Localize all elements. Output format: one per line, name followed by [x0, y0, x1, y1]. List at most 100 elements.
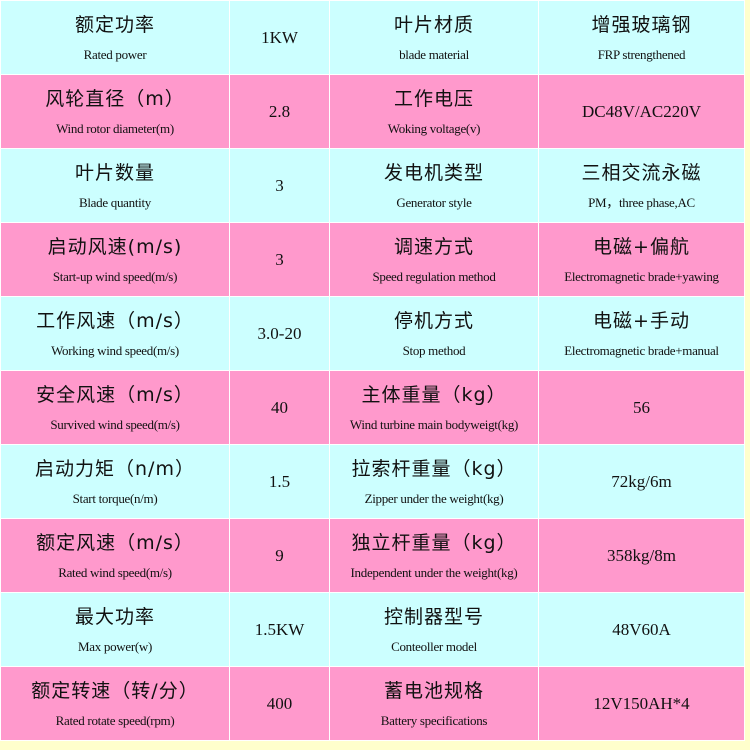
param-value-en: PM，three phase,AC	[588, 194, 695, 210]
param-name-zh: 安全风速（m/s）	[36, 383, 194, 406]
param-name-zh: 最大功率	[74, 605, 155, 628]
param-name-en: Rated power	[83, 46, 147, 62]
param-value: 72kg/6m	[611, 471, 672, 491]
table-row: 叶片数量 Blade quantity 3 发电机类型 Generator styl…	[1, 149, 744, 222]
param-name-en: Working wind speed(m/s)	[51, 342, 179, 358]
param-name-zh: 蓄电池规格	[383, 679, 484, 702]
param-name-cell: 停机方式 Stop method	[330, 297, 538, 370]
param-value: 3	[275, 175, 284, 195]
param-name-en: Rated wind speed(m/s)	[58, 564, 172, 580]
param-name-en: Battery specifications	[380, 712, 488, 728]
table-row: 额定转速（转/分） Rated rotate speed(rpm) 400 蓄电池…	[1, 667, 744, 740]
param-name-cell: 工作电压 Woking voltage(v)	[330, 75, 538, 148]
param-name-cell: 蓄电池规格 Battery specifications	[330, 667, 538, 740]
param-name-en: blade material	[399, 46, 469, 62]
param-name-cell: 工作风速（m/s） Working wind speed(m/s)	[1, 297, 229, 370]
param-name-en: Max power(w)	[77, 638, 152, 654]
param-name-zh: 主体重量（kg）	[361, 383, 507, 406]
param-value-cell: 3	[230, 149, 329, 222]
param-name-cell: 风轮直径（m） Wind rotor diameter(m)	[1, 75, 229, 148]
param-name-cell: 额定转速（转/分） Rated rotate speed(rpm)	[1, 667, 229, 740]
param-value: 56	[633, 397, 650, 417]
param-value-cell: 40	[230, 371, 329, 444]
param-name-en: Blade quantity	[79, 194, 151, 210]
param-value: 2.8	[268, 101, 291, 121]
param-name-cell: 额定功率 Rated power	[1, 1, 229, 74]
param-name-cell: 最大功率 Max power(w)	[1, 593, 229, 666]
param-name-en: Speed regulation method	[372, 268, 496, 284]
param-name-zh: 额定转速（转/分）	[31, 679, 199, 702]
param-name-cell: 控制器型号 Conteoller model	[330, 593, 538, 666]
param-value: 12V150AH*4	[593, 693, 690, 713]
param-name-zh: 启动风速(m/s)	[47, 235, 183, 258]
param-name-en: Wind rotor diameter(m)	[56, 120, 174, 136]
param-value: 40	[271, 397, 288, 417]
param-name-zh: 启动力矩（n/m）	[35, 457, 195, 480]
param-value: 3	[275, 249, 284, 269]
param-value: 1.5KW	[254, 619, 305, 639]
param-value-cell: 72kg/6m	[539, 445, 744, 518]
param-value: 358kg/8m	[607, 545, 676, 565]
table-row: 安全风速（m/s） Survived wind speed(m/s) 40 主体重…	[1, 371, 744, 444]
param-name-zh: 控制器型号	[383, 605, 484, 628]
param-value: 9	[275, 545, 284, 565]
param-value-en: Electromagnetic brade+yawing	[564, 268, 719, 284]
param-name-en: Conteoller model	[391, 638, 477, 654]
param-name-en: Start-up wind speed(m/s)	[52, 268, 178, 284]
param-name-zh: 停机方式	[393, 309, 474, 332]
param-name-en: Wind turbine main bodyweigt(kg)	[349, 416, 519, 432]
table-row: 启动风速(m/s) Start-up wind speed(m/s) 3 调速方式…	[1, 223, 744, 296]
param-name-cell: 启动力矩（n/m） Start torque(n/m)	[1, 445, 229, 518]
param-value-cell: 增强玻璃钢 FRP strengthened	[539, 1, 744, 74]
param-value-zh: 电磁+偏航	[593, 235, 690, 258]
param-name-en: Independent under the weight(kg)	[350, 564, 518, 580]
param-value: DC48V/AC220V	[581, 101, 701, 121]
table-row: 额定功率 Rated power 1KW 叶片材质 blade material 增…	[1, 1, 744, 74]
param-name-cell: 发电机类型 Generator style	[330, 149, 538, 222]
param-name-zh: 额定功率	[74, 13, 155, 36]
param-name-en: Start torque(n/m)	[72, 490, 158, 506]
param-name-zh: 风轮直径（m）	[45, 87, 185, 110]
param-value-cell: 1.5KW	[230, 593, 329, 666]
param-name-en: Rated rotate speed(rpm)	[55, 712, 175, 728]
param-name-zh: 调速方式	[393, 235, 474, 258]
param-value-cell: 12V150AH*4	[539, 667, 744, 740]
param-value-cell: 电磁+偏航 Electromagnetic brade+yawing	[539, 223, 744, 296]
param-name-cell: 额定风速（m/s） Rated wind speed(m/s)	[1, 519, 229, 592]
table-row: 额定风速（m/s） Rated wind speed(m/s) 9 独立杆重量（k…	[1, 519, 744, 592]
param-value: 3.0-20	[257, 323, 302, 343]
param-value-cell: 3.0-20	[230, 297, 329, 370]
param-name-cell: 叶片数量 Blade quantity	[1, 149, 229, 222]
param-name-zh: 发电机类型	[383, 161, 484, 184]
param-name-cell: 调速方式 Speed regulation method	[330, 223, 538, 296]
table-row: 工作风速（m/s） Working wind speed(m/s) 3.0-20 …	[1, 297, 744, 370]
param-value-cell: 1KW	[230, 1, 329, 74]
param-value-cell: DC48V/AC220V	[539, 75, 744, 148]
param-name-cell: 拉索杆重量（kg） Zipper under the weight(kg)	[330, 445, 538, 518]
param-name-zh: 叶片数量	[74, 161, 155, 184]
param-name-en: Zipper under the weight(kg)	[364, 490, 504, 506]
param-name-zh: 工作电压	[393, 87, 474, 110]
param-value-cell: 1.5	[230, 445, 329, 518]
param-name-zh: 拉索杆重量（kg）	[351, 457, 517, 480]
param-value-cell: 电磁+手动 Electromagnetic brade+manual	[539, 297, 744, 370]
param-name-zh: 工作风速（m/s）	[36, 309, 194, 332]
param-name-en: Woking voltage(v)	[387, 120, 481, 136]
param-value: 400	[266, 693, 293, 713]
param-name-cell: 独立杆重量（kg） Independent under the weight(kg…	[330, 519, 538, 592]
param-value: 48V60A	[612, 619, 671, 639]
param-value-cell: 400	[230, 667, 329, 740]
param-name-en: Stop method	[402, 342, 466, 358]
table-row: 最大功率 Max power(w) 1.5KW 控制器型号 Conteoller m…	[1, 593, 744, 666]
param-value-cell: 2.8	[230, 75, 329, 148]
param-name-cell: 叶片材质 blade material	[330, 1, 538, 74]
param-value-cell: 三相交流永磁 PM，three phase,AC	[539, 149, 744, 222]
param-value-en: Electromagnetic brade+manual	[564, 342, 719, 358]
param-name-en: Generator style	[396, 194, 472, 210]
param-value-cell: 56	[539, 371, 744, 444]
table-row: 风轮直径（m） Wind rotor diameter(m) 2.8 工作电压 Wo…	[1, 75, 744, 148]
param-value-cell: 358kg/8m	[539, 519, 744, 592]
param-name-cell: 启动风速(m/s) Start-up wind speed(m/s)	[1, 223, 229, 296]
param-name-zh: 独立杆重量（kg）	[351, 531, 517, 554]
